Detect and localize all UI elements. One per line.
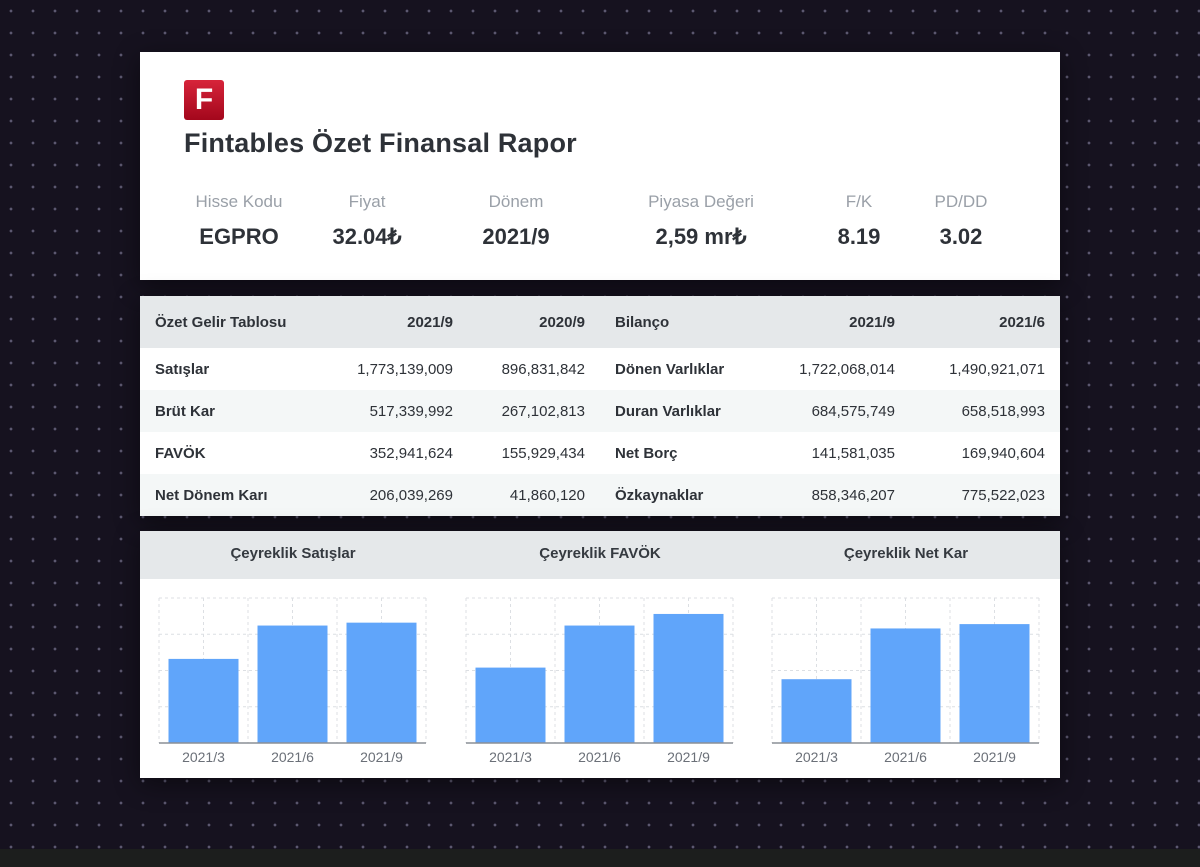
chart-title-net-profit: Çeyreklik Net Kar — [843, 545, 969, 562]
metric-price: Fiyat 32.04₺ — [322, 192, 412, 250]
metric-pe: F/K 8.19 — [824, 192, 894, 250]
column-header: 2021/9 — [320, 296, 468, 348]
report-header-card: F Fintables Özet Finansal Rapor Hisse Ko… — [140, 52, 1060, 280]
metric-value: 3.02 — [939, 224, 983, 249]
metric-market-cap: Piyasa Değeri 2,59 mr₺ — [636, 192, 766, 250]
cell-value: 41,860,120 — [468, 474, 600, 516]
column-header: 2020/9 — [468, 296, 600, 348]
cell-value: 1,773,139,009 — [357, 360, 453, 378]
bottom-strip — [0, 849, 1200, 867]
metric-label: Dönem — [488, 192, 544, 211]
bar — [959, 624, 1030, 743]
cell-value: 155,929,434 — [501, 444, 585, 462]
chart-title-sales: Çeyreklik Satışlar — [230, 545, 356, 562]
table-row: Brüt Kar 517,339,992 267,102,813 Duran V… — [140, 390, 1060, 432]
cell-value: 206,039,269 — [320, 474, 468, 516]
table-row: Net Dönem Karı 206,039,269 41,860,120 Öz… — [140, 474, 1060, 516]
x-tick-label: 2021/6 — [884, 749, 927, 765]
metric-label: F/K — [845, 192, 873, 211]
charts-header — [140, 531, 1060, 579]
row-label: Net Borç — [615, 444, 678, 462]
bar — [257, 625, 328, 743]
bar — [781, 679, 852, 743]
page-title: Fintables Özet Finansal Rapor — [184, 128, 577, 158]
cell-value: 267,102,813 — [468, 390, 600, 432]
column-header: 2021/9 — [760, 296, 910, 348]
metric-value: EGPRO — [199, 224, 279, 249]
metric-label: Hisse Kodu — [195, 192, 283, 211]
income-table-title: Özet Gelir Tablosu — [140, 296, 320, 348]
x-tick-label: 2021/9 — [667, 749, 710, 765]
metric-pb: PD/DD 3.02 — [921, 192, 1001, 250]
metric-label: Piyasa Değeri — [648, 192, 754, 211]
cell-value: 684,575,749 — [760, 390, 910, 432]
cell-value: 352,941,624 — [369, 444, 453, 462]
cell-value: 896,831,842 — [501, 360, 585, 378]
x-tick-label: 2021/3 — [182, 749, 225, 765]
x-tick-label: 2021/6 — [578, 749, 621, 765]
metric-label: PD/DD — [934, 192, 988, 211]
x-tick-label: 2021/3 — [489, 749, 532, 765]
sales-bar-chart: 2021/3 2021/6 2021/9 — [158, 597, 427, 765]
cell-value: 141,581,035 — [811, 444, 895, 462]
metric-value: 32.04₺ — [332, 224, 402, 249]
x-tick-label: 2021/9 — [973, 749, 1016, 765]
cell-value: 858,346,207 — [760, 474, 910, 516]
financial-table: Özet Gelir Tablosu 2021/9 2020/9 Bilanço… — [140, 296, 1060, 516]
row-label: Özkaynaklar — [600, 474, 760, 516]
table-row: FAVÖK 352,941,624 155,929,434 Net Borç 1… — [140, 432, 1060, 474]
financial-tables-card: Özet Gelir Tablosu 2021/9 2020/9 Bilanço… — [140, 296, 1060, 516]
balance-table-title: Bilanço — [600, 296, 760, 348]
row-label: FAVÖK — [155, 444, 206, 462]
metric-period: Dönem 2021/9 — [466, 192, 566, 250]
x-tick-label: 2021/6 — [271, 749, 314, 765]
cell-value: 1,490,921,071 — [949, 360, 1045, 378]
metric-ticker: Hisse Kodu EGPRO — [192, 192, 286, 250]
table-header-row: Özet Gelir Tablosu 2021/9 2020/9 Bilanço… — [140, 296, 1060, 348]
cell-value: 775,522,023 — [910, 474, 1060, 516]
x-tick-label: 2021/3 — [795, 749, 838, 765]
cell-value: 169,940,604 — [961, 444, 1045, 462]
bar — [168, 658, 239, 743]
bar — [653, 613, 724, 743]
net-profit-bar-chart: 2021/3 2021/6 2021/9 — [771, 597, 1040, 765]
metric-label: Fiyat — [348, 192, 386, 211]
bar — [870, 628, 941, 743]
x-tick-label: 2021/9 — [360, 749, 403, 765]
row-label: Dönen Varlıklar — [615, 360, 725, 378]
metric-value: 2021/9 — [482, 224, 550, 249]
ebitda-bar-chart: 2021/3 2021/6 2021/9 — [465, 597, 734, 765]
column-header: 2021/6 — [910, 296, 1060, 348]
cell-value: 517,339,992 — [320, 390, 468, 432]
bar — [346, 622, 417, 743]
chart-title-ebitda: Çeyreklik FAVÖK — [539, 545, 661, 562]
metric-value: 8.19 — [837, 224, 881, 249]
row-label: Duran Varlıklar — [600, 390, 760, 432]
cell-value: 1,722,068,014 — [799, 360, 895, 378]
fintables-logo-icon: F — [184, 80, 224, 120]
row-label: Satışlar — [155, 360, 210, 378]
metric-value: 2,59 mr₺ — [655, 224, 747, 249]
row-label: Net Dönem Karı — [140, 474, 320, 516]
bar — [564, 625, 635, 743]
cell-value: 658,518,993 — [910, 390, 1060, 432]
table-row: Satışlar 1,773,139,009 896,831,842 Dönen… — [140, 348, 1060, 390]
quarterly-charts-card: Çeyreklik Satışlar Çeyreklik FAVÖK Çeyre… — [140, 531, 1060, 778]
row-label: Brüt Kar — [140, 390, 320, 432]
bar — [475, 667, 546, 743]
